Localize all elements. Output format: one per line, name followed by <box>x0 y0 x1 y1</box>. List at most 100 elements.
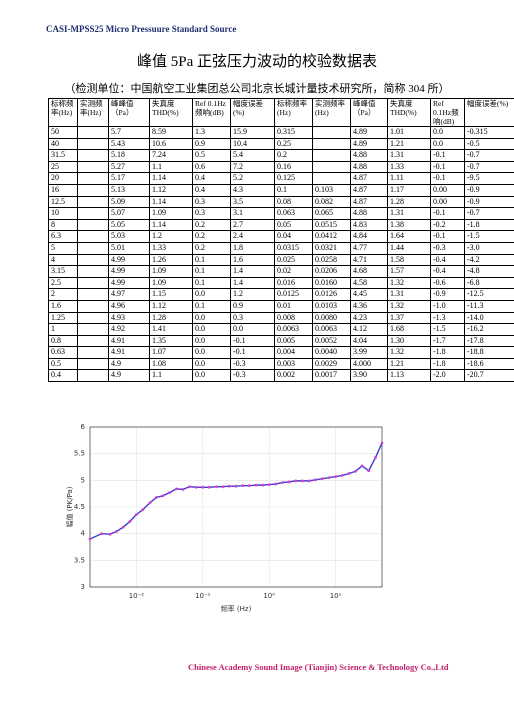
table-row: 0.63 4.91 1.07 0.0 -0.1 0.004 0.0040 3.99 1.32 -1… <box>48 346 514 359</box>
table-cell: 7.2 <box>230 160 275 174</box>
table-cell: -0.7 <box>464 160 514 174</box>
table-cell: 1.3 <box>192 126 231 139</box>
table-cell: 1.31 <box>387 207 431 220</box>
table-cell: -1.8 <box>430 357 465 371</box>
table-cell: 5.01 <box>108 241 150 255</box>
table-cell: -1.3 <box>430 311 465 325</box>
table-cell <box>77 369 109 383</box>
table-row: 16 5.13 1.12 0.4 4.3 0.1 0.103 4.87 1.17 0.00 -0.9 <box>48 183 514 197</box>
table-cell: 20 <box>48 172 78 185</box>
table-cell: 0.0315 <box>274 241 313 255</box>
table-cell: -14.0 <box>464 311 514 325</box>
table-cell <box>77 265 109 278</box>
table-cell: -0.6 <box>430 276 465 290</box>
table-cell: 0.1 <box>274 183 313 197</box>
column-header: Ref 0.1Hz频响(dB) <box>430 98 465 127</box>
table-cell: 7.24 <box>149 149 193 162</box>
table-cell: 0.082 <box>312 195 351 209</box>
table-cell: 0.2 <box>192 230 231 243</box>
table-cell: 1.33 <box>387 160 431 174</box>
data-point <box>227 484 231 488</box>
x-tick-label: 10⁰ <box>263 592 275 600</box>
table-cell: -0.7 <box>464 207 514 220</box>
table-cell: 1.6 <box>48 299 78 313</box>
table-cell: 1.14 <box>149 172 193 185</box>
table-cell <box>77 323 109 336</box>
table-row: 40 5.43 10.6 0.9 10.4 0.25 4.89 1.21 0.0 -0.5 <box>48 137 514 151</box>
table-cell: 4.000 <box>350 357 388 371</box>
table-cell: 0.3 <box>230 311 275 325</box>
table-cell: 4.87 <box>350 195 388 209</box>
table-cell: -17.8 <box>464 334 514 348</box>
table-cell: -0.1 <box>230 334 275 348</box>
table-cell: 3.15 <box>48 265 78 278</box>
table-cell: 1.32 <box>387 346 431 359</box>
table-cell: 4.99 <box>108 253 150 267</box>
data-point <box>121 525 125 529</box>
table-cell: 0.9 <box>230 299 275 313</box>
table-cell: 5.13 <box>108 183 150 197</box>
table-row: 8 5.05 1.14 0.2 2.7 0.05 0.0515 4.83 1.38 -0.2 -1.… <box>48 218 514 232</box>
table-cell: 4.84 <box>350 230 388 243</box>
table-cell: 1.41 <box>149 323 193 336</box>
subtitle: （检测单位：中国航空工业集团总公司北京长城计量技术研究所，简称 304 所） <box>64 83 450 95</box>
table-cell: 0.2 <box>192 218 231 232</box>
table-cell <box>77 172 109 185</box>
table-cell: 4.9 <box>108 357 150 371</box>
table-cell: 4.91 <box>108 346 150 359</box>
data-point <box>128 520 132 523</box>
table-cell: 1.4 <box>230 276 275 290</box>
table-cell: 0.02 <box>274 265 313 278</box>
data-point <box>207 485 211 489</box>
table-row: 0.4 4.9 1.1 0.0 -0.3 0.002 0.0017 3.90 1.13 -2.0-… <box>48 369 514 383</box>
table-cell: 4.71 <box>350 253 388 267</box>
brand: CASI-MPSS25 Micro Pressuure Standard Sou… <box>46 24 237 34</box>
table-cell: 0.1 <box>192 265 231 278</box>
y-tick-label: 4 <box>81 530 86 538</box>
data-point <box>194 485 198 489</box>
table-cell: 0.0125 <box>274 288 313 301</box>
table-cell: 0.0258 <box>312 253 351 267</box>
table-cell: 10 <box>48 207 78 220</box>
table-cell: 0.0 <box>192 288 231 301</box>
table-cell: -0.2 <box>430 218 465 232</box>
table-cell: 3.5 <box>230 195 275 209</box>
table-cell: -0.9 <box>430 288 465 301</box>
table-cell: 1.68 <box>387 323 431 336</box>
table-cell: -1.8 <box>430 346 465 359</box>
table-cell: -0.1 <box>430 172 465 185</box>
table-cell: 0.0 <box>192 357 231 371</box>
data-point <box>181 488 185 491</box>
table-cell: -16.2 <box>464 323 514 336</box>
table-cell: 1.09 <box>149 265 193 278</box>
table-cell <box>312 172 351 185</box>
data-point <box>100 532 104 536</box>
table-cell <box>77 149 109 162</box>
table-cell: -2.0 <box>430 369 465 383</box>
data-point <box>320 477 324 481</box>
data-point <box>254 483 258 487</box>
table-cell: -18.6 <box>464 357 514 371</box>
table-cell: 1.31 <box>387 288 431 301</box>
table-cell: 0.008 <box>274 311 313 325</box>
table-cell: 0.0321 <box>312 241 351 255</box>
data-point <box>267 483 271 486</box>
table-row: 10 5.07 1.09 0.3 3.1 0.063 0.065 4.88 1.31 -0.1 -0… <box>48 207 514 220</box>
table-cell: 0.0 <box>192 323 231 336</box>
data-point <box>221 485 225 489</box>
table-cell: 4.96 <box>108 299 150 313</box>
table-cell: 1.28 <box>387 195 431 209</box>
table-cell: -0.3 <box>230 369 275 383</box>
y-axis-label: 幅值 (PK/Pa) <box>65 486 74 527</box>
table-cell: 1.15 <box>149 288 193 301</box>
table-cell: 16 <box>48 183 78 197</box>
table-cell: 1.11 <box>387 172 431 185</box>
table-cell: 5 <box>48 241 78 255</box>
y-tick-label: 5.5 <box>74 450 85 458</box>
table-cell <box>77 241 109 255</box>
table-cell: 0.2 <box>274 149 313 162</box>
table-row: 4 4.99 1.26 0.1 1.6 0.025 0.0258 4.71 1.58 -0.4 -4… <box>48 253 514 267</box>
plot-frame <box>89 426 383 588</box>
table-cell: -0.3 <box>430 241 465 255</box>
table-cell: 40 <box>48 137 78 151</box>
